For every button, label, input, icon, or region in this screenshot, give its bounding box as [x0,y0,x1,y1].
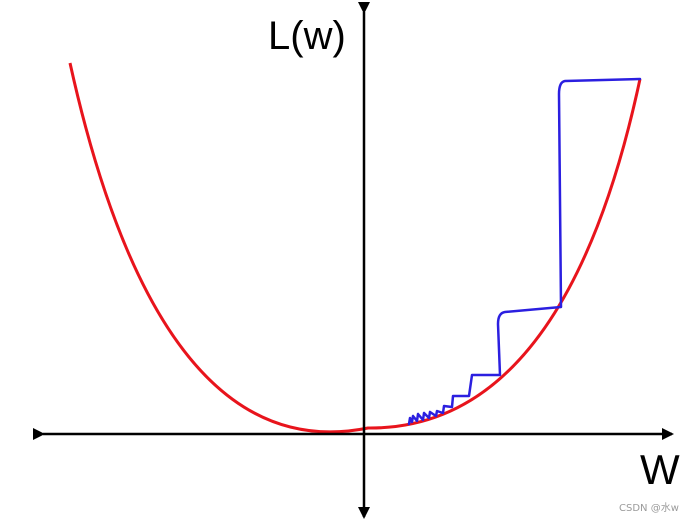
y-axis-label: L(w) [268,14,346,58]
update-path [407,77,642,426]
x-axis-label: W [640,446,680,493]
watermark: CSDN @水w [619,502,679,514]
loss-curve [68,62,642,434]
